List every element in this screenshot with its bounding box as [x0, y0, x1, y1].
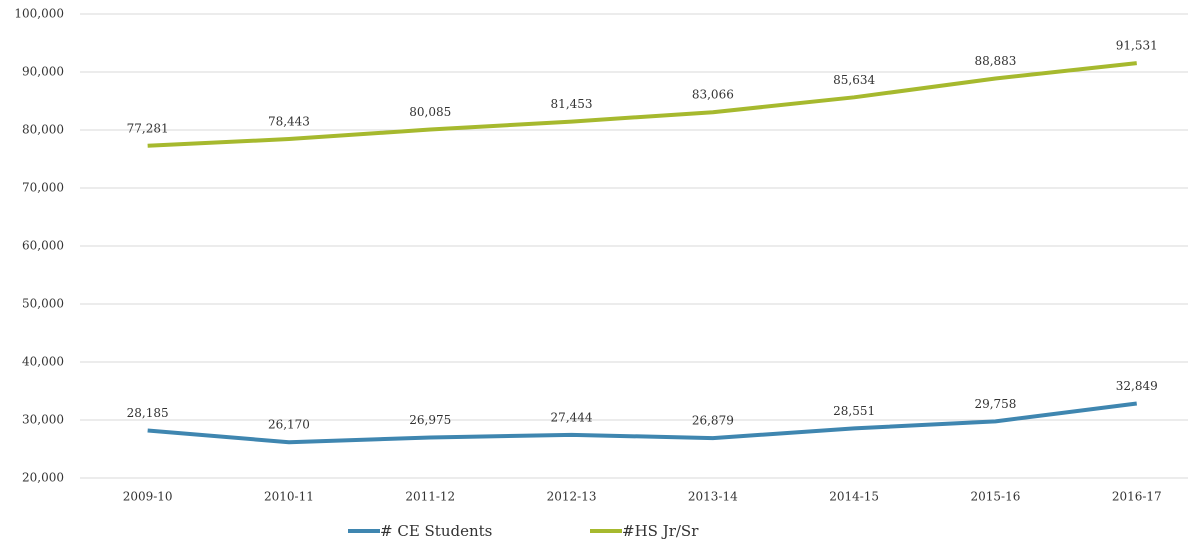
data-label: 32,849: [1116, 379, 1158, 393]
data-label: 91,531: [1116, 39, 1158, 53]
y-tick-label: 100,000: [14, 7, 64, 21]
data-label: 27,444: [551, 410, 593, 424]
x-tick-label: 2013-14: [688, 490, 738, 504]
x-tick-label: 2015-16: [971, 490, 1021, 504]
y-tick-label: 80,000: [22, 123, 64, 137]
y-tick-label: 30,000: [22, 413, 64, 427]
x-tick-label: 2011-12: [405, 490, 455, 504]
data-label: 77,281: [127, 121, 169, 135]
data-label: 26,170: [268, 418, 310, 432]
data-label: 26,879: [692, 414, 734, 428]
data-label: 88,883: [974, 54, 1016, 68]
data-label: 28,551: [833, 404, 875, 418]
legend-label: # CE Students: [380, 522, 492, 540]
data-label: 29,758: [974, 397, 1016, 411]
data-label: 26,975: [409, 413, 451, 427]
legend-label: #HS Jr/Sr: [622, 522, 699, 540]
data-label: 78,443: [268, 115, 310, 129]
legend: # CE Students #HS Jr/Sr: [348, 522, 699, 540]
x-tick-label: 2014-15: [829, 490, 879, 504]
data-label: 28,185: [127, 406, 169, 420]
x-tick-label: 2012-13: [547, 490, 597, 504]
x-tick-label: 2009-10: [123, 490, 173, 504]
data-label: 80,085: [409, 105, 451, 119]
data-label: 85,634: [833, 73, 875, 87]
y-tick-label: 90,000: [22, 65, 64, 79]
series-line: [147, 401, 1138, 445]
y-tick-label: 60,000: [22, 239, 64, 253]
y-tick-label: 50,000: [22, 297, 64, 311]
y-tick-label: 40,000: [22, 355, 64, 369]
y-tick-label: 20,000: [22, 471, 64, 485]
data-label: 81,453: [551, 97, 593, 111]
y-tick-label: 70,000: [22, 181, 64, 195]
x-tick-label: 2016-17: [1112, 490, 1162, 504]
series-line: [147, 61, 1137, 148]
data-label: 83,066: [692, 88, 734, 102]
x-tick-label: 2010-11: [264, 490, 314, 504]
